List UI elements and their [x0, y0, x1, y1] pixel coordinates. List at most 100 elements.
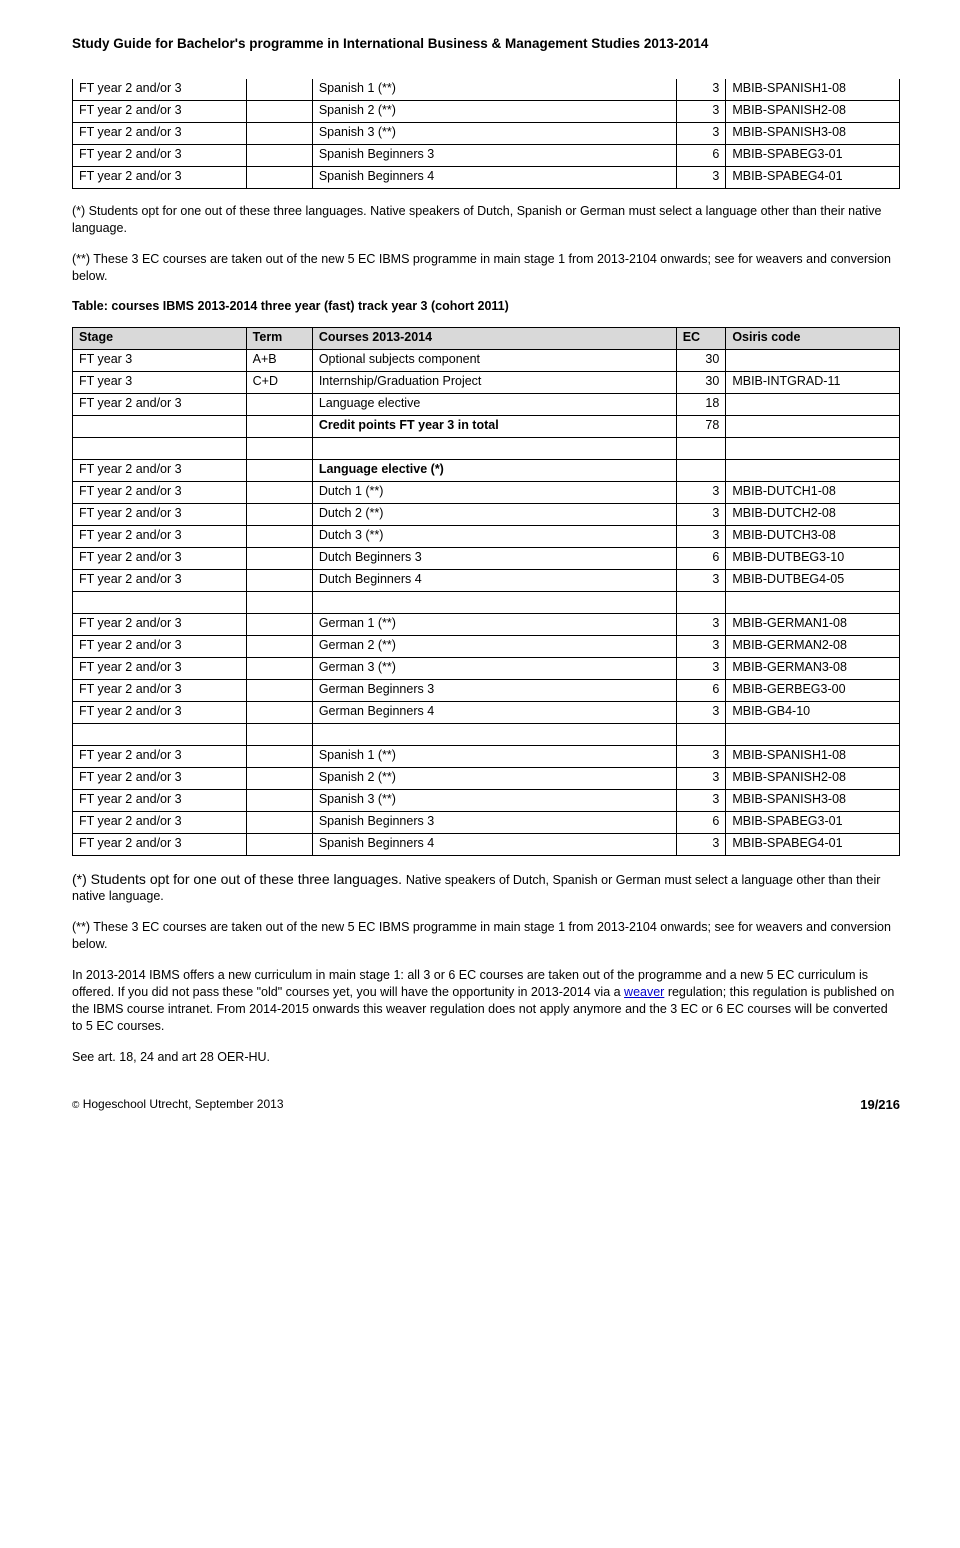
table-row: FT year 2 and/or 3Spanish Beginners 43MB… [73, 833, 900, 855]
course-cell: Dutch 3 (**) [312, 525, 676, 547]
course-cell: German Beginners 4 [312, 701, 676, 723]
stage-cell: FT year 3 [73, 371, 247, 393]
ec-cell: 3 [676, 123, 726, 145]
code-cell: MBIB-SPANISH1-08 [726, 745, 900, 767]
code-cell [726, 459, 900, 481]
table-row: FT year 2 and/or 3German Beginners 36MBI… [73, 679, 900, 701]
table-row: FT year 3C+DInternship/Graduation Projec… [73, 371, 900, 393]
table-row [73, 723, 900, 745]
stage-cell: FT year 2 and/or 3 [73, 393, 247, 415]
course-cell: Dutch 1 (**) [312, 481, 676, 503]
stage-cell: FT year 2 and/or 3 [73, 811, 247, 833]
code-cell: MBIB-GERMAN1-08 [726, 613, 900, 635]
course-cell: Internship/Graduation Project [312, 371, 676, 393]
table-row: FT year 2 and/or 3Spanish Beginners 43MB… [73, 167, 900, 189]
weaver-link[interactable]: weaver [624, 985, 664, 999]
stage-cell: FT year 2 and/or 3 [73, 481, 247, 503]
blank-cell [726, 437, 900, 459]
code-cell [726, 393, 900, 415]
footnote-star-2-large: (*) Students opt for one out of these th… [72, 871, 406, 887]
code-cell: MBIB-SPANISH3-08 [726, 789, 900, 811]
ec-cell [676, 459, 726, 481]
table-row: FT year 2 and/or 3 Language elective (*) [73, 459, 900, 481]
ec-cell: 3 [676, 767, 726, 789]
table-row: FT year 2 and/or 3Dutch Beginners 43MBIB… [73, 569, 900, 591]
table-row: FT year 2 and/or 3German 1 (**)3MBIB-GER… [73, 613, 900, 635]
table-row: FT year 2 and/or 3Spanish 1 (**)3MBIB-SP… [73, 745, 900, 767]
stage-cell: FT year 2 and/or 3 [73, 459, 247, 481]
ec-cell: 3 [676, 481, 726, 503]
term-cell [246, 145, 312, 167]
header-cell: Stage [73, 327, 247, 349]
course-cell: Spanish 1 (**) [312, 745, 676, 767]
code-cell [726, 415, 900, 437]
stage-cell: FT year 2 and/or 3 [73, 145, 247, 167]
blank-cell [312, 437, 676, 459]
term-cell: A+B [246, 349, 312, 371]
blank-cell [246, 437, 312, 459]
course-cell: Spanish Beginners 3 [312, 811, 676, 833]
code-cell: MBIB-SPANISH1-08 [726, 79, 900, 101]
table-row: FT year 2 and/or 3Spanish 3 (**)3MBIB-SP… [73, 789, 900, 811]
term-cell: C+D [246, 371, 312, 393]
term-cell [246, 657, 312, 679]
ec-cell: 6 [676, 811, 726, 833]
term-cell [246, 167, 312, 189]
ec-cell: 18 [676, 393, 726, 415]
stage-cell: FT year 2 and/or 3 [73, 613, 247, 635]
stage-cell: FT year 2 and/or 3 [73, 123, 247, 145]
ec-cell: 3 [676, 503, 726, 525]
ec-cell: 3 [676, 525, 726, 547]
table-row: FT year 2 and/or 3German 2 (**)3MBIB-GER… [73, 635, 900, 657]
blank-cell [73, 437, 247, 459]
term-cell [246, 613, 312, 635]
ec-cell: 3 [676, 613, 726, 635]
table-row: FT year 2 and/or 3Language elective18 [73, 393, 900, 415]
term-cell [246, 393, 312, 415]
course-cell: Dutch Beginners 4 [312, 569, 676, 591]
footnote-doublestar-1: (**) These 3 EC courses are taken out of… [72, 251, 900, 285]
document-header: Study Guide for Bachelor's programme in … [72, 36, 900, 51]
stage-cell: FT year 2 and/or 3 [73, 833, 247, 855]
code-cell: MBIB-SPABEG4-01 [726, 167, 900, 189]
course-cell: Spanish 1 (**) [312, 79, 676, 101]
stage-cell: FT year 2 and/or 3 [73, 635, 247, 657]
course-cell: Spanish Beginners 4 [312, 167, 676, 189]
table-row: FT year 2 and/or 3Dutch Beginners 36MBIB… [73, 547, 900, 569]
term-cell [246, 789, 312, 811]
course-cell: Spanish Beginners 3 [312, 145, 676, 167]
term-cell [246, 503, 312, 525]
blank-cell [676, 437, 726, 459]
table-row: FT year 2 and/or 3Dutch 1 (**)3MBIB-DUTC… [73, 481, 900, 503]
stage-cell: FT year 2 and/or 3 [73, 503, 247, 525]
course-cell: Language elective (*) [312, 459, 676, 481]
table-courses-year3: StageTermCourses 2013-2014ECOsiris codeF… [72, 327, 900, 856]
ec-cell: 3 [676, 833, 726, 855]
ec-cell: 3 [676, 789, 726, 811]
ec-cell: 6 [676, 547, 726, 569]
table-row: FT year 3A+BOptional subjects component3… [73, 349, 900, 371]
table-row: FT year 2 and/or 3Spanish 2 (**)3MBIB-SP… [73, 767, 900, 789]
code-cell: MBIB-SPABEG3-01 [726, 145, 900, 167]
code-cell: MBIB-GB4-10 [726, 701, 900, 723]
term-cell [246, 679, 312, 701]
stage-cell: FT year 2 and/or 3 [73, 679, 247, 701]
code-cell: MBIB-DUTBEG3-10 [726, 547, 900, 569]
ec-cell: 6 [676, 145, 726, 167]
code-cell [726, 349, 900, 371]
table-header-row: StageTermCourses 2013-2014ECOsiris code [73, 327, 900, 349]
course-cell: Credit points FT year 3 in total [312, 415, 676, 437]
table-row: FT year 2 and/or 3Spanish 3 (**)3MBIB-SP… [73, 123, 900, 145]
term-cell [246, 547, 312, 569]
header-cell: EC [676, 327, 726, 349]
table-spanish-continuation: FT year 2 and/or 3 Spanish 1 (**)3MBIB-SP… [72, 79, 900, 189]
table-row: FT year 2 and/or 3German Beginners 43MBI… [73, 701, 900, 723]
course-cell: Spanish 2 (**) [312, 767, 676, 789]
footnote-star-2: (*) Students opt for one out of these th… [72, 870, 900, 906]
course-cell: Spanish 3 (**) [312, 123, 676, 145]
table-row: FT year 2 and/or 3 Spanish Beginners 36MB… [73, 145, 900, 167]
course-cell: Dutch 2 (**) [312, 503, 676, 525]
code-cell: MBIB-SPABEG3-01 [726, 811, 900, 833]
stage-cell: FT year 2 and/or 3 [73, 701, 247, 723]
table-row: FT year 2 and/or 3German 3 (**)3MBIB-GER… [73, 657, 900, 679]
